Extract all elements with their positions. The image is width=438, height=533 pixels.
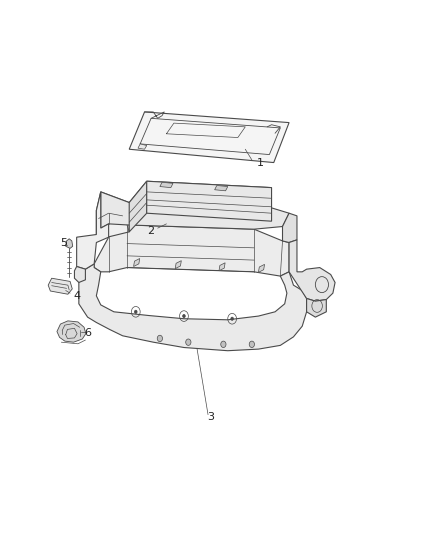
Text: 5: 5 <box>60 238 67 247</box>
Circle shape <box>221 341 226 348</box>
Polygon shape <box>129 181 272 209</box>
Polygon shape <box>147 181 272 221</box>
Polygon shape <box>79 264 307 351</box>
Polygon shape <box>48 278 72 294</box>
Polygon shape <box>77 192 109 269</box>
Polygon shape <box>129 112 289 163</box>
Circle shape <box>186 339 191 345</box>
Polygon shape <box>57 321 86 342</box>
Circle shape <box>249 341 254 348</box>
Text: 1: 1 <box>257 158 264 167</box>
Polygon shape <box>307 298 326 317</box>
Circle shape <box>157 335 162 342</box>
Polygon shape <box>101 192 289 229</box>
Polygon shape <box>289 240 335 301</box>
Polygon shape <box>74 266 85 282</box>
Text: 4: 4 <box>73 291 80 301</box>
Circle shape <box>231 317 233 320</box>
Text: 2: 2 <box>148 226 155 236</box>
Text: 3: 3 <box>207 412 214 422</box>
Polygon shape <box>219 263 225 271</box>
Polygon shape <box>94 225 289 276</box>
Polygon shape <box>96 192 129 237</box>
Polygon shape <box>134 259 140 266</box>
Text: 6: 6 <box>84 328 91 338</box>
Polygon shape <box>160 182 173 188</box>
Polygon shape <box>129 181 147 232</box>
Circle shape <box>134 310 137 313</box>
Circle shape <box>183 314 185 318</box>
Polygon shape <box>66 239 73 248</box>
Polygon shape <box>258 264 265 272</box>
Polygon shape <box>215 185 228 191</box>
Polygon shape <box>283 213 297 243</box>
Polygon shape <box>138 144 147 149</box>
Polygon shape <box>175 261 181 269</box>
